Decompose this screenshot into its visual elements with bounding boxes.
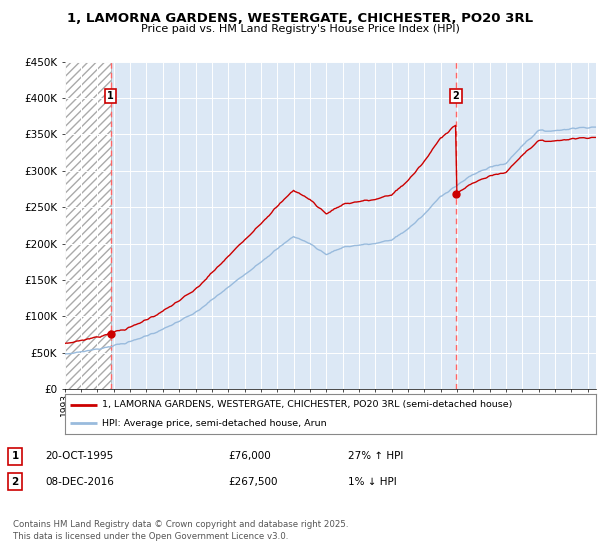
Text: Price paid vs. HM Land Registry's House Price Index (HPI): Price paid vs. HM Land Registry's House … <box>140 24 460 34</box>
Text: 1: 1 <box>107 91 114 101</box>
Text: 1% ↓ HPI: 1% ↓ HPI <box>348 477 397 487</box>
Text: £76,000: £76,000 <box>228 451 271 461</box>
Text: 2: 2 <box>11 477 19 487</box>
Text: 1, LAMORNA GARDENS, WESTERGATE, CHICHESTER, PO20 3RL (semi-detached house): 1, LAMORNA GARDENS, WESTERGATE, CHICHEST… <box>102 400 512 409</box>
Text: 2: 2 <box>452 91 459 101</box>
Text: 1: 1 <box>11 451 19 461</box>
Text: HPI: Average price, semi-detached house, Arun: HPI: Average price, semi-detached house,… <box>102 419 326 428</box>
Text: £267,500: £267,500 <box>228 477 277 487</box>
Text: 27% ↑ HPI: 27% ↑ HPI <box>348 451 403 461</box>
Text: 08-DEC-2016: 08-DEC-2016 <box>45 477 114 487</box>
Text: Contains HM Land Registry data © Crown copyright and database right 2025.
This d: Contains HM Land Registry data © Crown c… <box>13 520 349 541</box>
Text: 20-OCT-1995: 20-OCT-1995 <box>45 451 113 461</box>
Text: 1, LAMORNA GARDENS, WESTERGATE, CHICHESTER, PO20 3RL: 1, LAMORNA GARDENS, WESTERGATE, CHICHEST… <box>67 12 533 25</box>
